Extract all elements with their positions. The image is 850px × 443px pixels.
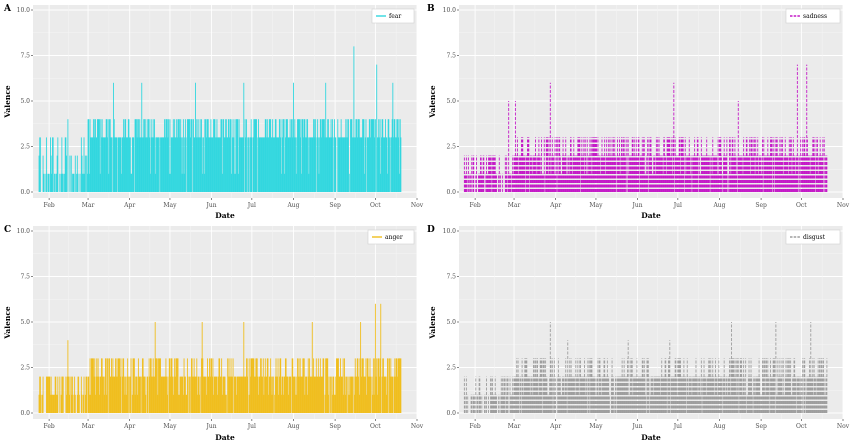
legend: disgust	[785, 229, 841, 245]
x-tick-label: Mar	[508, 423, 521, 430]
bar-series-anger	[38, 303, 402, 413]
x-tick-label: Jul	[247, 423, 256, 430]
y-axis-title: Valence	[428, 85, 437, 119]
x-tick-label: Feb	[43, 423, 54, 430]
x-tick-label: Sep	[755, 202, 767, 209]
bar-series-disgust	[463, 322, 828, 413]
x-tick-label: Aug	[286, 423, 299, 430]
y-tick-label: 5.0	[446, 98, 456, 105]
y-tick-label: 7.5	[20, 274, 30, 281]
y-axis-title: Valence	[3, 306, 12, 340]
y-tick-label: 10.0	[443, 228, 457, 235]
x-tick-label: Sep	[329, 202, 341, 209]
legend-label: sadness	[803, 13, 827, 20]
x-axis-title: Date	[641, 211, 661, 220]
legend: fear	[371, 8, 415, 24]
x-tick-label: May	[163, 202, 177, 209]
y-tick-label: 7.5	[446, 53, 456, 60]
legend-label: anger	[385, 234, 403, 241]
x-tick-label: Nov	[411, 202, 424, 209]
legend-box	[785, 8, 841, 24]
panel-b: 0.0 2.5 5.0 7.5 10.0 Feb Mar Apr May Jun Jul Aug Sep…	[427, 4, 850, 220]
x-tick-label: Apr	[549, 423, 561, 430]
x-tick-label: Jun	[632, 202, 643, 209]
x-tick-label: Mar	[82, 202, 95, 209]
y-tick-label: 5.0	[446, 319, 456, 326]
y-tick-label: 2.5	[446, 365, 456, 372]
bar-series-sadness	[463, 64, 828, 192]
plot-background	[459, 226, 843, 419]
legend-label: fear	[389, 13, 401, 20]
x-tick-label: Jun	[632, 423, 643, 430]
legend-box	[371, 8, 415, 24]
legend: anger	[367, 229, 415, 245]
panel-d: 0.0 2.5 5.0 7.5 10.0 Feb Mar Apr May Jun Jul Aug Sep…	[427, 225, 850, 442]
y-tick-label: 10.0	[443, 7, 457, 14]
x-tick-label: Mar	[82, 423, 95, 430]
x-tick-label: May	[589, 202, 603, 209]
y-tick-label: 5.0	[20, 98, 30, 105]
legend-box	[785, 229, 841, 245]
y-tick-label: 0.0	[20, 189, 30, 196]
panel-letter: A	[3, 4, 12, 14]
x-tick-label: Jul	[673, 423, 682, 430]
x-tick-label: Aug	[712, 202, 725, 209]
y-tick-label: 2.5	[20, 365, 30, 372]
x-tick-label: Oct	[796, 202, 807, 209]
x-tick-label: Jun	[206, 423, 217, 430]
legend-label: disgust	[803, 234, 826, 241]
legend-box	[367, 229, 415, 245]
y-axis-title: Valence	[3, 85, 12, 119]
x-tick-label: Nov	[837, 423, 850, 430]
x-tick-label: Jun	[206, 202, 217, 209]
x-tick-label: May	[589, 423, 603, 430]
x-tick-label: Nov	[837, 202, 850, 209]
y-tick-label: 0.0	[446, 189, 456, 196]
x-tick-label: Oct	[370, 202, 381, 209]
y-tick-label: 10.0	[17, 228, 31, 235]
x-tick-label: Apr	[549, 202, 561, 209]
x-tick-label: Sep	[755, 423, 767, 430]
y-tick-label: 7.5	[20, 53, 30, 60]
x-tick-label: Sep	[329, 423, 341, 430]
y-tick-label: 5.0	[20, 319, 30, 326]
y-tick-label: 7.5	[446, 274, 456, 281]
bar-series-fear	[38, 46, 402, 192]
x-tick-label: Feb	[469, 202, 480, 209]
x-tick-label: Jul	[673, 202, 682, 209]
plot-background	[459, 5, 843, 198]
x-tick-label: Aug	[712, 423, 725, 430]
x-tick-label: Oct	[796, 423, 807, 430]
x-tick-label: Jul	[247, 202, 256, 209]
y-tick-label: 2.5	[446, 144, 456, 151]
x-tick-label: Feb	[43, 202, 54, 209]
x-tick-label: Mar	[508, 202, 521, 209]
x-axis-title: Date	[641, 433, 661, 442]
y-tick-label: 2.5	[20, 144, 30, 151]
x-tick-label: Apr	[123, 423, 135, 430]
x-axis-title: Date	[215, 433, 235, 442]
panel-a: 0.0 2.5 5.0 7.5 10.0 Feb Mar Apr May Jun Jul Aug Sep…	[3, 4, 424, 220]
y-tick-label: 10.0	[17, 7, 31, 14]
x-tick-label: May	[163, 423, 177, 430]
y-tick-label: 0.0	[446, 410, 456, 417]
x-tick-label: Feb	[469, 423, 480, 430]
panel-letter: C	[4, 225, 11, 235]
x-tick-label: Apr	[123, 202, 135, 209]
y-tick-label: 0.0	[20, 410, 30, 417]
x-axis-title: Date	[215, 211, 235, 220]
panel-letter: B	[427, 4, 435, 14]
x-tick-label: Oct	[370, 423, 381, 430]
x-tick-label: Aug	[286, 202, 299, 209]
legend: sadness	[785, 8, 841, 24]
panel-letter: D	[427, 225, 435, 235]
y-axis-title: Valence	[428, 306, 437, 340]
panel-c: 0.0 2.5 5.0 7.5 10.0 Feb Mar Apr May Jun Jul Aug Sep…	[3, 225, 424, 442]
x-tick-label: Nov	[411, 423, 424, 430]
